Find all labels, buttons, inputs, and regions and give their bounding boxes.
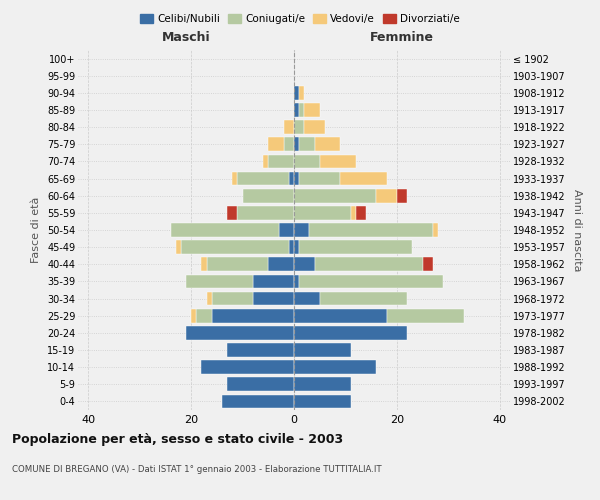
Bar [299,138,314,151]
Bar [289,172,294,185]
Bar [186,274,253,288]
Bar [294,138,299,151]
Bar [212,292,253,306]
Bar [294,343,350,357]
Bar [176,240,181,254]
Y-axis label: Fasce di età: Fasce di età [31,197,41,263]
Text: Femmine: Femmine [370,31,434,44]
Bar [268,258,294,271]
Bar [433,223,438,237]
Bar [376,189,397,202]
Bar [227,378,294,391]
Bar [222,394,294,408]
Bar [310,223,433,237]
Bar [299,103,304,117]
Bar [212,309,294,322]
Bar [242,189,294,202]
Bar [294,309,386,322]
Bar [299,240,412,254]
Bar [284,138,294,151]
Bar [196,309,212,322]
Bar [238,172,289,185]
Bar [422,258,433,271]
Bar [294,223,310,237]
Bar [253,274,294,288]
Bar [294,189,376,202]
Bar [294,394,350,408]
Bar [202,258,206,271]
Y-axis label: Anni di nascita: Anni di nascita [572,188,583,271]
Bar [340,172,386,185]
Bar [294,120,304,134]
Bar [299,274,443,288]
Bar [350,206,356,220]
Bar [268,138,284,151]
Text: Popolazione per età, sesso e stato civile - 2003: Popolazione per età, sesso e stato civil… [12,432,343,446]
Bar [294,154,320,168]
Bar [294,326,407,340]
Bar [294,360,376,374]
Bar [356,206,366,220]
Bar [227,343,294,357]
Text: Maschi: Maschi [161,31,211,44]
Bar [206,258,268,271]
Bar [278,223,294,237]
Bar [397,189,407,202]
Bar [294,274,299,288]
Bar [294,172,299,185]
Bar [289,240,294,254]
Bar [263,154,268,168]
Bar [253,292,294,306]
Bar [294,258,314,271]
Bar [227,206,238,220]
Bar [294,206,350,220]
Bar [191,309,196,322]
Bar [314,258,422,271]
Bar [294,378,350,391]
Bar [186,326,294,340]
Bar [314,138,340,151]
Bar [232,172,238,185]
Bar [386,309,464,322]
Bar [320,292,407,306]
Bar [294,86,299,100]
Bar [304,103,320,117]
Bar [181,240,289,254]
Legend: Celibi/Nubili, Coniugati/e, Vedovi/e, Divorziati/e: Celibi/Nubili, Coniugati/e, Vedovi/e, Di… [136,10,464,29]
Bar [294,103,299,117]
Bar [268,154,294,168]
Bar [294,240,299,254]
Bar [284,120,294,134]
Bar [299,172,340,185]
Bar [304,120,325,134]
Bar [299,86,304,100]
Bar [202,360,294,374]
Bar [170,223,278,237]
Bar [320,154,356,168]
Text: COMUNE DI BREGANO (VA) - Dati ISTAT 1° gennaio 2003 - Elaborazione TUTTITALIA.IT: COMUNE DI BREGANO (VA) - Dati ISTAT 1° g… [12,466,382,474]
Bar [206,292,212,306]
Bar [238,206,294,220]
Bar [294,292,320,306]
